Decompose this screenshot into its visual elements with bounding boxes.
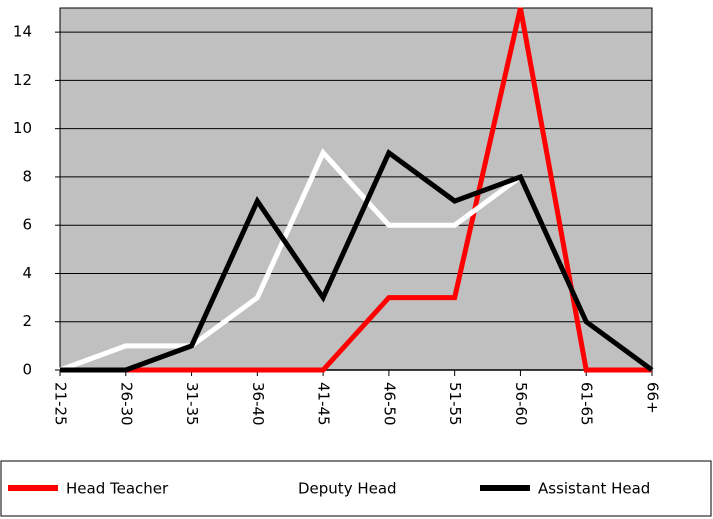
y-tick-label: 6 bbox=[22, 216, 32, 234]
legend-label: Deputy Head bbox=[298, 480, 397, 498]
x-tick-label: 21-25 bbox=[52, 382, 70, 426]
y-tick-label: 2 bbox=[22, 312, 32, 330]
x-tick-label: 41-45 bbox=[315, 382, 333, 426]
legend-label: Assistant Head bbox=[538, 480, 650, 498]
y-tick-label: 14 bbox=[13, 23, 32, 41]
x-tick-label: 31-35 bbox=[183, 382, 201, 426]
y-tick-label: 12 bbox=[13, 71, 32, 89]
x-tick-label: 26-30 bbox=[117, 382, 135, 426]
legend-box bbox=[0, 460, 712, 517]
series-line bbox=[60, 148, 654, 373]
y-tick-label: 8 bbox=[22, 167, 32, 185]
legend-label: Head Teacher bbox=[66, 480, 169, 498]
y-tick-label: 4 bbox=[22, 264, 32, 282]
x-tick-label: 61-65 bbox=[578, 382, 596, 426]
x-tick-label: 46-50 bbox=[380, 382, 398, 426]
y-tick-label: 10 bbox=[13, 119, 32, 137]
x-tick-label: 66+ bbox=[644, 382, 662, 414]
x-tick-label: 51-55 bbox=[446, 382, 464, 426]
x-tick-label: 36-40 bbox=[249, 382, 267, 426]
series-line bbox=[60, 7, 652, 373]
y-tick-label: 0 bbox=[22, 361, 32, 379]
x-tick-label: 56-60 bbox=[512, 382, 530, 426]
